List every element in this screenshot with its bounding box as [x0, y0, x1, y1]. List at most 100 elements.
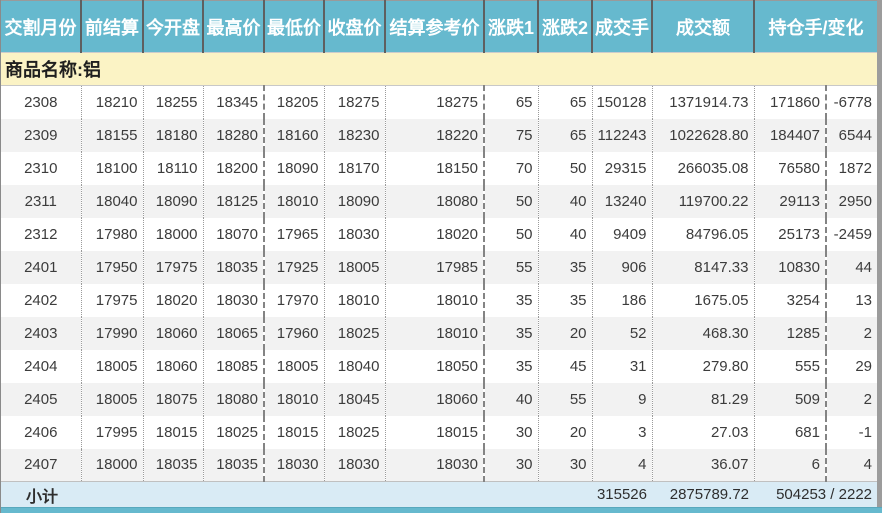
cell-oi-change: 2: [826, 316, 879, 350]
cell-volume: 906: [592, 250, 653, 284]
cell-close: 18040: [324, 349, 386, 383]
header-open: 今开盘: [143, 0, 204, 53]
cell-prev-settlement: 17975: [81, 283, 144, 317]
cell-change1: 30: [484, 448, 539, 482]
table-row[interactable]: 2310 18100 18110 18200 18090 18170 18150…: [1, 151, 878, 185]
cell-turnover: 1675.05: [652, 283, 755, 317]
table-row[interactable]: 2407 18000 18035 18035 18030 18030 18030…: [1, 448, 879, 482]
cell-volume: 13240: [592, 184, 653, 218]
header-high: 最高价: [203, 0, 265, 53]
cell-settlement-ref: 18020: [385, 217, 485, 251]
header-prev-settlement: 前结算: [81, 0, 144, 53]
cell-high: 18025: [203, 415, 265, 449]
table-row[interactable]: 2405 18005 18075 18080 18010 18045 18060…: [1, 382, 879, 416]
header-close: 收盘价: [324, 0, 386, 53]
cell-change2: 45: [538, 349, 593, 383]
cell-turnover: 84796.05: [652, 217, 755, 251]
cell-open-interest: 76580: [754, 151, 827, 185]
cell-prev-settlement: 18000: [81, 448, 144, 482]
cell-change1: 50: [484, 217, 539, 251]
table-row[interactable]: 2404 18005 18060 18085 18005 18040 18050…: [1, 349, 878, 383]
table-row[interactable]: 2406 17995 18015 18025 18015 18025 18015…: [1, 415, 878, 449]
cell-open: 18000: [143, 217, 204, 251]
header-delivery-month: 交割月份: [1, 0, 82, 53]
cell-settlement-ref: 18030: [385, 448, 485, 482]
cell-delivery-month: 2308: [1, 85, 82, 119]
cell-turnover: 81.29: [652, 382, 755, 416]
cell-open-interest: 555: [754, 349, 827, 383]
cell-open: 18090: [143, 184, 204, 218]
vertical-scrollbar[interactable]: [877, 0, 882, 507]
cell-low: 18010: [264, 184, 325, 218]
cell-low: 17960: [264, 316, 325, 350]
cell-volume: 186: [592, 283, 653, 317]
cell-close: 18275: [324, 85, 386, 119]
cell-open-interest: 1285: [754, 316, 827, 350]
cell-open-interest: 171860: [754, 85, 827, 119]
subtotal-volume: 315526: [592, 481, 652, 508]
cell-open: 18255: [143, 85, 204, 119]
cell-high: 18125: [203, 184, 265, 218]
cell-prev-settlement: 18100: [81, 151, 144, 185]
cell-low: 18005: [264, 349, 325, 383]
cell-oi-change: -1: [858, 423, 873, 441]
cell-close: 18230: [324, 118, 386, 152]
cell-open: 18060: [143, 349, 204, 383]
cell-open-interest: 184407: [754, 118, 827, 152]
cell-delivery-month: 2405: [1, 382, 82, 416]
cell-open-interest: 6: [754, 448, 827, 482]
cell-settlement-ref: 18080: [385, 184, 485, 218]
cell-settlement-ref: 18050: [385, 349, 485, 383]
cell-change2: 65: [538, 85, 593, 119]
table-row[interactable]: 2311 18040 18090 18125 18010 18090 18080…: [1, 184, 879, 218]
cell-open-interest: 3254: [754, 283, 827, 317]
cell-volume: 4: [592, 448, 653, 482]
cell-volume: 9: [592, 382, 653, 416]
header-settlement-ref: 结算参考价: [385, 0, 485, 53]
cell-oi-change: 4: [826, 448, 879, 482]
cell-open: 18015: [143, 415, 204, 449]
cell-open-interest: 681: [754, 415, 827, 449]
cell-prev-settlement: 17980: [81, 217, 144, 251]
cell-prev-settlement: 17950: [81, 250, 144, 284]
cell-close: 18170: [324, 151, 386, 185]
cell-change2: 40: [538, 184, 593, 218]
table-row[interactable]: 2312 17980 18000 18070 17965 18030 18020…: [1, 217, 878, 251]
cell-high: 18065: [203, 316, 265, 350]
cell-prev-settlement: 18005: [81, 382, 144, 416]
table-row[interactable]: 2402 17975 18020 18030 17970 18010 18010…: [1, 283, 878, 317]
cell-oi-change: 29: [855, 357, 873, 375]
cell-settlement-ref: 18220: [385, 118, 485, 152]
table-row[interactable]: 2309 18155 18180 18280 18160 18230 18220…: [1, 118, 879, 152]
cell-low: 18090: [264, 151, 325, 185]
cell-change2: 65: [538, 118, 593, 152]
cell-open-interest: 29113: [754, 184, 827, 218]
cell-settlement-ref: 17985: [385, 250, 485, 284]
subtotal-open-interest-change: 504253 / 2222: [754, 481, 879, 508]
table-row[interactable]: 2308 18210 18255 18345 18205 18275 18275…: [1, 85, 878, 119]
cell-change2: 30: [538, 448, 593, 482]
cell-change2: 50: [538, 151, 593, 185]
header-turnover: 成交额: [652, 0, 755, 53]
cell-settlement-ref: 18010: [385, 283, 485, 317]
cell-turnover: 27.03: [652, 415, 755, 449]
product-name-label: 商品名称:铝: [1, 52, 879, 86]
cell-settlement-ref: 18015: [385, 415, 485, 449]
cell-oi-change: 2: [826, 382, 879, 416]
cell-turnover: 468.30: [652, 316, 755, 350]
cell-settlement-ref: 18275: [385, 85, 485, 119]
header-change1: 涨跌1: [484, 0, 539, 53]
cell-delivery-month: 2403: [1, 316, 82, 350]
cell-low: 18160: [264, 118, 325, 152]
cell-prev-settlement: 18005: [81, 349, 144, 383]
cell-turnover: 1371914.73: [652, 85, 755, 119]
cell-change1: 50: [484, 184, 539, 218]
cell-low: 17925: [264, 250, 325, 284]
table-row[interactable]: 2403 17990 18060 18065 17960 18025 18010…: [1, 316, 879, 350]
cell-low: 18010: [264, 382, 325, 416]
cell-delivery-month: 2310: [1, 151, 82, 185]
cell-delivery-month: 2407: [1, 448, 82, 482]
table-row[interactable]: 2401 17950 17975 18035 17925 18005 17985…: [1, 250, 879, 284]
cell-open: 18035: [143, 448, 204, 482]
